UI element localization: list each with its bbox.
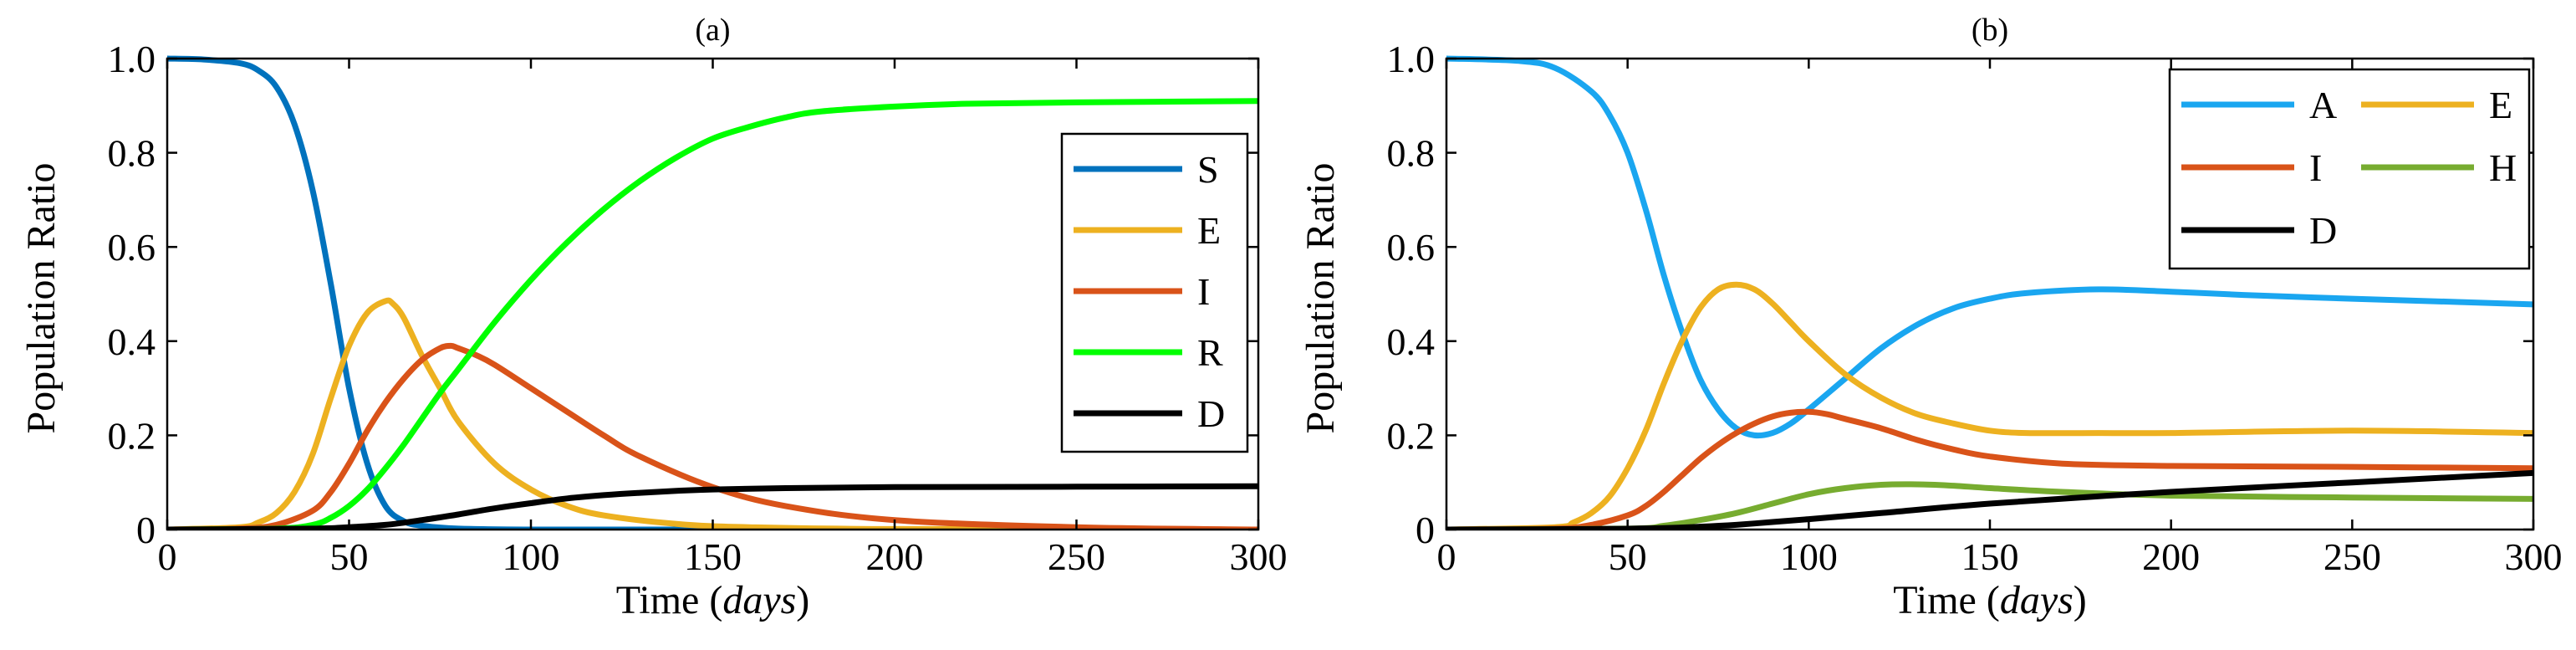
panel-title: (b): [1972, 13, 2008, 48]
legend-label: E: [2489, 84, 2512, 126]
series-line-D: [1446, 469, 2533, 530]
legend-item-A: A: [2181, 84, 2337, 126]
x-tick-label: 50: [330, 535, 369, 578]
y-tick-label: 0.2: [108, 414, 156, 457]
x-tick-label: 300: [1230, 535, 1288, 578]
y-tick-label: 0: [136, 509, 156, 551]
y-tick-label: 0.6: [108, 226, 156, 269]
panel-a: (a) 0 50 100 150 200 250 300 0 0.2 0.4 0.6 0.8 1.0 Tim…: [19, 13, 1288, 622]
legend-item-R: R: [1074, 331, 1223, 374]
legend-item-I: I: [1074, 270, 1210, 313]
series-lines: [1446, 55, 2533, 530]
x-axis-title-suffix: ): [796, 578, 809, 622]
legend: A E I H D: [2168, 68, 2531, 270]
y-tick-label: 0.2: [1387, 414, 1436, 457]
y-tick-label: 0.8: [1387, 132, 1436, 175]
series-line-A: [1446, 55, 2533, 439]
y-tick-label: 0.4: [108, 320, 156, 363]
x-tick-label: 150: [1961, 535, 2019, 578]
x-tick-label: 0: [158, 535, 177, 578]
x-tick-label: 100: [502, 535, 560, 578]
legend-item-E: E: [1074, 209, 1221, 252]
y-tick-label: 0.6: [1387, 226, 1436, 269]
y-tick-label: 1.0: [1387, 38, 1436, 80]
x-tick-label: 250: [2324, 535, 2381, 578]
x-tick-label: 150: [684, 535, 742, 578]
x-axis-title-unit: days: [722, 578, 796, 622]
y-axis-title: Population Ratio: [1298, 163, 1343, 434]
x-axis-title-prefix: Time (: [1893, 578, 2000, 622]
series-line-D: [167, 483, 1258, 530]
legend-label: A: [2309, 84, 2337, 126]
x-axis-title-prefix: Time (: [616, 578, 723, 622]
series-line-S: [167, 55, 1258, 530]
x-axis-title-unit: days: [2000, 578, 2074, 622]
legend-item-E: E: [2361, 84, 2512, 126]
series-line-I: [167, 342, 1258, 530]
x-tick-label: 0: [1437, 535, 1456, 578]
series-lines: [167, 55, 1258, 530]
legend-item-S: S: [1074, 148, 1219, 191]
y-tick-label: 0.4: [1387, 320, 1436, 363]
x-axis-title-suffix: ): [2074, 578, 2087, 622]
x-axis-title: Time (days): [1893, 578, 2087, 622]
legend-item-I: I: [2181, 146, 2322, 189]
legend-item-D: D: [1074, 392, 1225, 435]
x-axis-title: Time (days): [616, 578, 810, 622]
x-tick-label: 200: [866, 535, 924, 578]
x-tick-label: 50: [1609, 535, 1647, 578]
y-axis-title: Population Ratio: [19, 163, 64, 434]
y-tick-label: 1.0: [108, 38, 156, 80]
legend-label: I: [2309, 146, 2322, 189]
panel-title: (a): [695, 13, 730, 48]
y-tick-label: 0: [1416, 509, 1435, 551]
legend-item-D: D: [2181, 209, 2337, 252]
series-line-I: [1446, 408, 2533, 530]
x-tick-label: 100: [1780, 535, 1838, 578]
legend-label: D: [1197, 392, 1225, 435]
series-line-E: [167, 297, 1258, 530]
legend-label: I: [1197, 270, 1210, 313]
series-line-E: [1446, 281, 2533, 530]
legend-label: D: [2309, 209, 2337, 252]
legend-label: S: [1197, 148, 1219, 191]
panel-b: (b) 0 50 100 150 200 250 300 0 0.2 0.4 0.6 0.8 1.0 Tim…: [1298, 13, 2563, 622]
legend-label: R: [1197, 331, 1223, 374]
x-tick-label: 200: [2142, 535, 2200, 578]
series-line-R: [167, 98, 1258, 530]
legend-label: E: [1197, 209, 1221, 252]
x-tick-label: 300: [2505, 535, 2563, 578]
legend-label: H: [2489, 146, 2517, 189]
x-tick-label: 250: [1048, 535, 1105, 578]
legend-item-H: H: [2361, 146, 2517, 189]
y-tick-label: 0.8: [108, 132, 156, 175]
